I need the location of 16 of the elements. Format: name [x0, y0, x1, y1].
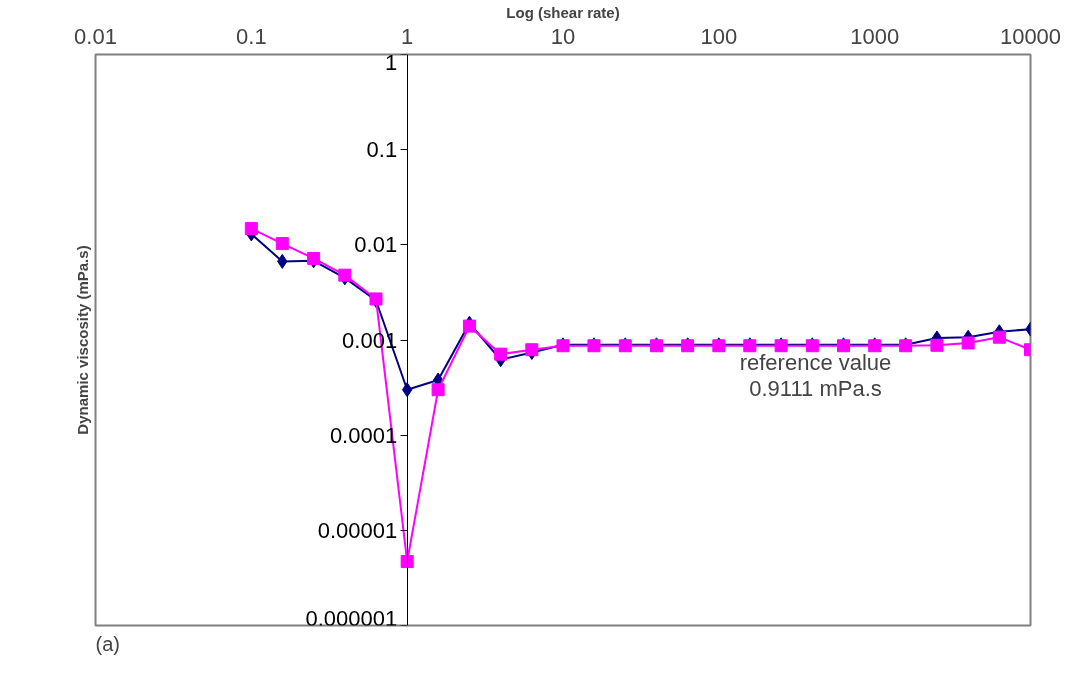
- y-axis-title: Dynamic viscosity (mPa.s): [73, 245, 91, 435]
- x-tick-label: 0.1: [236, 23, 267, 49]
- y-tick-label: 0.000001: [305, 605, 398, 631]
- y-tick-label: 1: [384, 49, 398, 75]
- text: (a): [95, 632, 120, 655]
- x-tick-label: 1: [401, 23, 414, 49]
- y-tick-label: 0.00001: [317, 517, 398, 543]
- x-tick-label: 10000: [999, 23, 1062, 49]
- x-tick-label: 100: [700, 23, 738, 49]
- x-axis-title: Log (shear rate): [506, 3, 620, 21]
- x-tick-label: 1000: [850, 23, 900, 49]
- y-tick-label: 0.1: [366, 137, 398, 163]
- y-tick-label: 0.01: [354, 232, 398, 258]
- x-tick-label: 0.01: [74, 23, 117, 49]
- annotation: reference value 0.9111 mPa.s: [739, 350, 892, 401]
- x-tick-label: 10: [550, 23, 576, 49]
